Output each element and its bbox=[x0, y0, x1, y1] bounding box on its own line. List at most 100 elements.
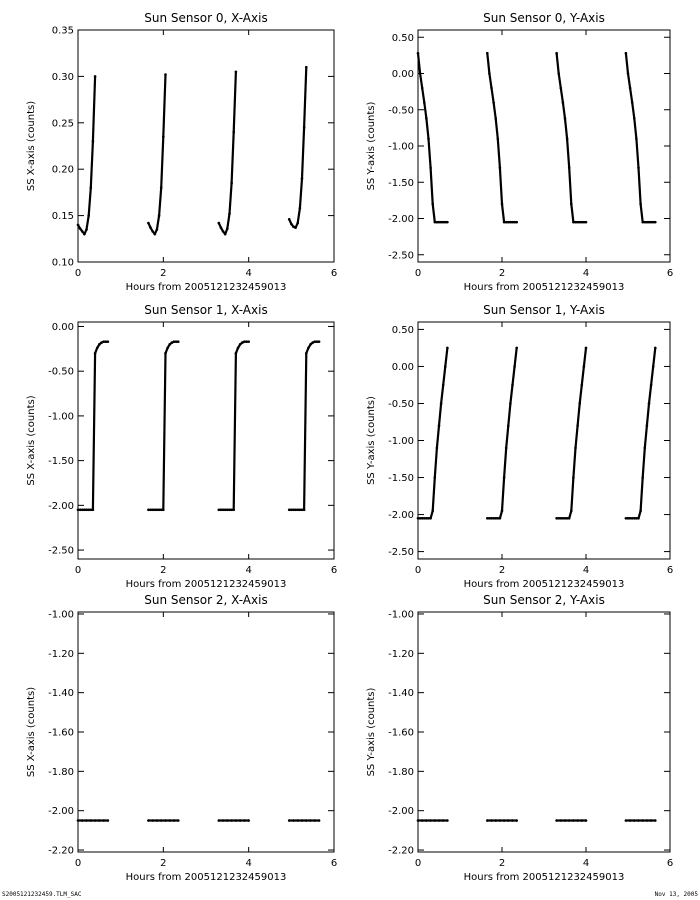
x-tick-label: 6 bbox=[667, 565, 673, 576]
data-point bbox=[247, 819, 250, 822]
x-tick-label: 2 bbox=[499, 565, 505, 576]
x-tick-label: 0 bbox=[415, 565, 421, 576]
x-tick-label: 6 bbox=[331, 858, 337, 869]
data-point bbox=[649, 819, 653, 822]
data-point bbox=[572, 819, 575, 822]
data-point bbox=[429, 819, 432, 822]
data-point bbox=[486, 819, 489, 822]
y-tick-label: -1.00 bbox=[388, 609, 414, 620]
data-point bbox=[488, 72, 491, 75]
data-point bbox=[166, 346, 169, 350]
y-tick-label: -2.00 bbox=[388, 214, 414, 225]
data-point bbox=[641, 220, 644, 224]
y-tick-label: -1.20 bbox=[388, 649, 414, 660]
data-point bbox=[494, 516, 498, 520]
y-tick-label: -1.60 bbox=[388, 728, 414, 739]
data-point bbox=[429, 516, 432, 520]
data-point bbox=[102, 340, 105, 343]
data-point bbox=[628, 819, 632, 822]
data-point bbox=[106, 340, 110, 343]
data-point bbox=[635, 516, 638, 520]
data-point bbox=[498, 516, 502, 520]
data-point bbox=[633, 117, 636, 120]
data-point bbox=[654, 819, 657, 822]
y-tick-label: -1.00 bbox=[388, 142, 414, 153]
data-point bbox=[578, 402, 581, 405]
data-point bbox=[572, 220, 575, 224]
data-point bbox=[557, 516, 560, 520]
x-tick-label: 0 bbox=[75, 565, 81, 576]
data-point bbox=[221, 230, 225, 233]
data-point bbox=[85, 819, 88, 822]
data-point bbox=[446, 819, 449, 822]
y-tick-label: 0.00 bbox=[392, 362, 414, 373]
x-axis-label: Hours from 2005121232459013 bbox=[126, 579, 287, 590]
data-point bbox=[296, 221, 300, 225]
data-point bbox=[168, 343, 172, 346]
data-point bbox=[651, 365, 655, 368]
data-point bbox=[654, 346, 657, 350]
data-point bbox=[80, 230, 84, 233]
sun-sensor-panel: Sun Sensor 1, X-Axis Hours from 200512123… bbox=[26, 303, 337, 590]
x-tick-label: 4 bbox=[245, 858, 251, 869]
data-point bbox=[416, 51, 420, 55]
data-point bbox=[559, 516, 563, 520]
y-tick-label: 0.00 bbox=[52, 322, 74, 333]
data-point bbox=[300, 819, 304, 822]
sun-sensor-panel: Sun Sensor 0, X-Axis Hours from 200512123… bbox=[26, 11, 337, 293]
plot-date-label: Nov 13, 2005 bbox=[654, 891, 698, 898]
data-point bbox=[87, 214, 90, 217]
data-point bbox=[582, 365, 586, 368]
data-point bbox=[176, 819, 180, 822]
data-point bbox=[245, 340, 248, 343]
y-tick-label: 0.25 bbox=[52, 118, 74, 129]
y-tick-label: -1.40 bbox=[48, 688, 74, 699]
data-point bbox=[570, 202, 573, 206]
data-point bbox=[649, 220, 653, 224]
x-tick-label: 2 bbox=[160, 268, 166, 279]
data-point bbox=[219, 226, 223, 229]
data-point bbox=[565, 516, 569, 520]
y-tick-label: 0.35 bbox=[52, 26, 74, 37]
data-point bbox=[298, 508, 302, 512]
data-point bbox=[441, 383, 445, 387]
data-point bbox=[496, 516, 500, 520]
data-point bbox=[304, 65, 308, 69]
data-point bbox=[87, 508, 90, 512]
telemetry-file-label: S2005121232459.TLM_SAC bbox=[2, 891, 82, 898]
data-point bbox=[624, 51, 628, 55]
data-point bbox=[164, 352, 167, 355]
data-point bbox=[93, 352, 97, 355]
data-point bbox=[565, 137, 569, 141]
data-point bbox=[494, 819, 498, 822]
y-axis-label: SS X-axis (counts) bbox=[26, 101, 37, 191]
data-point bbox=[149, 508, 152, 512]
data-point bbox=[172, 819, 176, 822]
data-point bbox=[147, 508, 150, 512]
y-tick-label: -2.50 bbox=[388, 250, 414, 261]
data-point bbox=[630, 516, 634, 520]
data-point bbox=[155, 228, 159, 231]
data-point bbox=[234, 70, 238, 74]
data-point bbox=[574, 220, 577, 224]
data-point bbox=[628, 86, 632, 90]
data-point bbox=[317, 819, 321, 822]
data-point bbox=[300, 508, 304, 512]
data-point bbox=[649, 383, 653, 387]
data-point bbox=[93, 819, 97, 822]
data-point bbox=[300, 177, 304, 180]
data-point bbox=[78, 508, 82, 512]
y-tick-label: -2.50 bbox=[48, 546, 74, 557]
y-tick-label: -2.00 bbox=[48, 501, 74, 512]
data-point bbox=[76, 819, 80, 822]
data-point bbox=[567, 166, 571, 170]
data-point bbox=[159, 508, 163, 512]
data-point bbox=[230, 508, 233, 512]
data-point bbox=[555, 51, 558, 55]
data-point bbox=[228, 212, 231, 216]
data-point bbox=[147, 819, 150, 822]
data-point bbox=[292, 819, 295, 822]
data-series-line bbox=[416, 346, 449, 520]
data-point bbox=[498, 166, 502, 170]
data-point bbox=[507, 819, 510, 822]
